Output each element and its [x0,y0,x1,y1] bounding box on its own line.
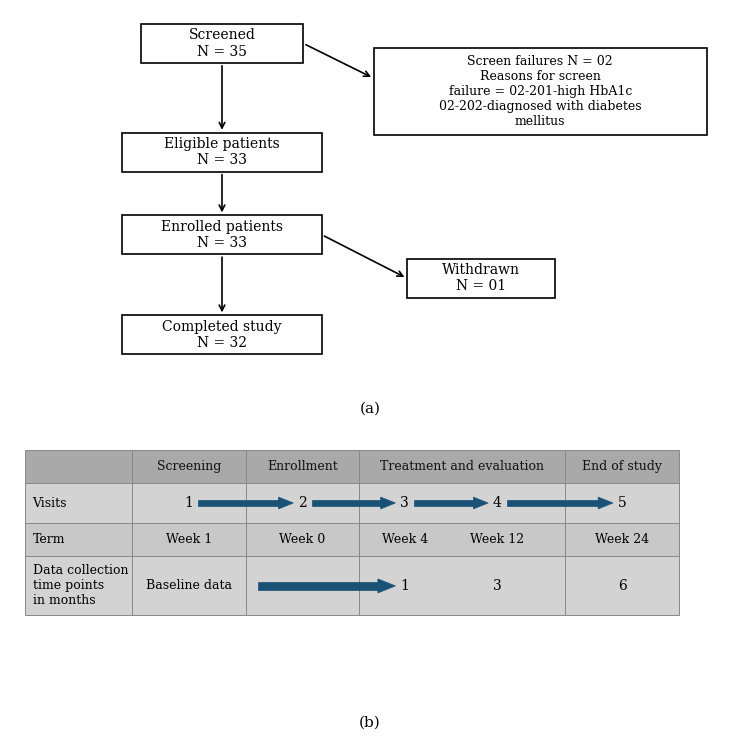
FancyBboxPatch shape [374,48,707,135]
Text: 2: 2 [298,496,307,510]
Bar [25,523,132,556]
Text: Visits: Visits [33,497,67,509]
Bar [258,582,378,590]
Text: 4: 4 [493,496,502,510]
Text: Enrollment: Enrollment [267,460,338,472]
Text: 3: 3 [493,579,502,593]
Text: Screened
N = 35: Screened N = 35 [189,29,255,58]
Text: 6: 6 [618,579,627,593]
Text: 1: 1 [184,496,193,510]
Polygon shape [378,579,395,593]
Text: 5: 5 [618,496,627,510]
Text: Data collection
time points
in months: Data collection time points in months [33,565,128,607]
Text: Term: Term [33,534,65,546]
Bar [132,523,246,556]
Text: Completed study
N = 32: Completed study N = 32 [162,320,282,350]
Bar [565,523,679,556]
Text: 3: 3 [400,496,409,510]
Text: 1: 1 [400,579,409,593]
FancyBboxPatch shape [122,315,322,354]
Text: End of study: End of study [582,460,662,472]
FancyBboxPatch shape [122,215,322,254]
Text: Screening: Screening [157,460,221,472]
Bar [132,556,246,615]
Bar [360,450,565,483]
Bar [246,450,360,483]
Bar [565,556,679,615]
Bar [25,556,132,615]
Text: Enrolled patients
N = 33: Enrolled patients N = 33 [161,220,283,250]
Polygon shape [598,497,613,509]
FancyBboxPatch shape [122,133,322,172]
Bar [565,450,679,483]
Bar [360,523,565,556]
Bar [565,483,679,523]
Polygon shape [474,497,488,509]
Bar [198,500,278,506]
Bar [414,500,474,506]
Bar [360,556,565,615]
Bar [246,523,360,556]
Bar [312,500,380,506]
Text: (b): (b) [359,716,381,729]
Text: Week 24: Week 24 [595,534,649,546]
FancyBboxPatch shape [407,259,555,298]
Bar [246,483,360,523]
Bar [25,483,132,523]
Bar [360,483,565,523]
Text: Screen failures N = 02
Reasons for screen
failure = 02-201-high HbA1c
02-202-dia: Screen failures N = 02 Reasons for scree… [439,55,642,128]
Text: (a): (a) [360,402,380,416]
Bar [132,483,246,523]
Bar [25,450,132,483]
FancyBboxPatch shape [141,24,303,63]
Bar [132,450,246,483]
Text: Week 12: Week 12 [471,534,525,546]
Text: Eligible patients
N = 33: Eligible patients N = 33 [164,137,280,167]
Polygon shape [380,497,395,509]
Text: Week 4: Week 4 [382,534,428,546]
Text: Baseline data: Baseline data [146,579,232,593]
Polygon shape [278,497,293,509]
Text: Withdrawn
N = 01: Withdrawn N = 01 [442,263,520,293]
Text: Week 0: Week 0 [280,534,326,546]
Bar [507,500,598,506]
Text: Treatment and evaluation: Treatment and evaluation [380,460,545,472]
Text: Week 1: Week 1 [166,534,212,546]
Bar [246,556,360,615]
